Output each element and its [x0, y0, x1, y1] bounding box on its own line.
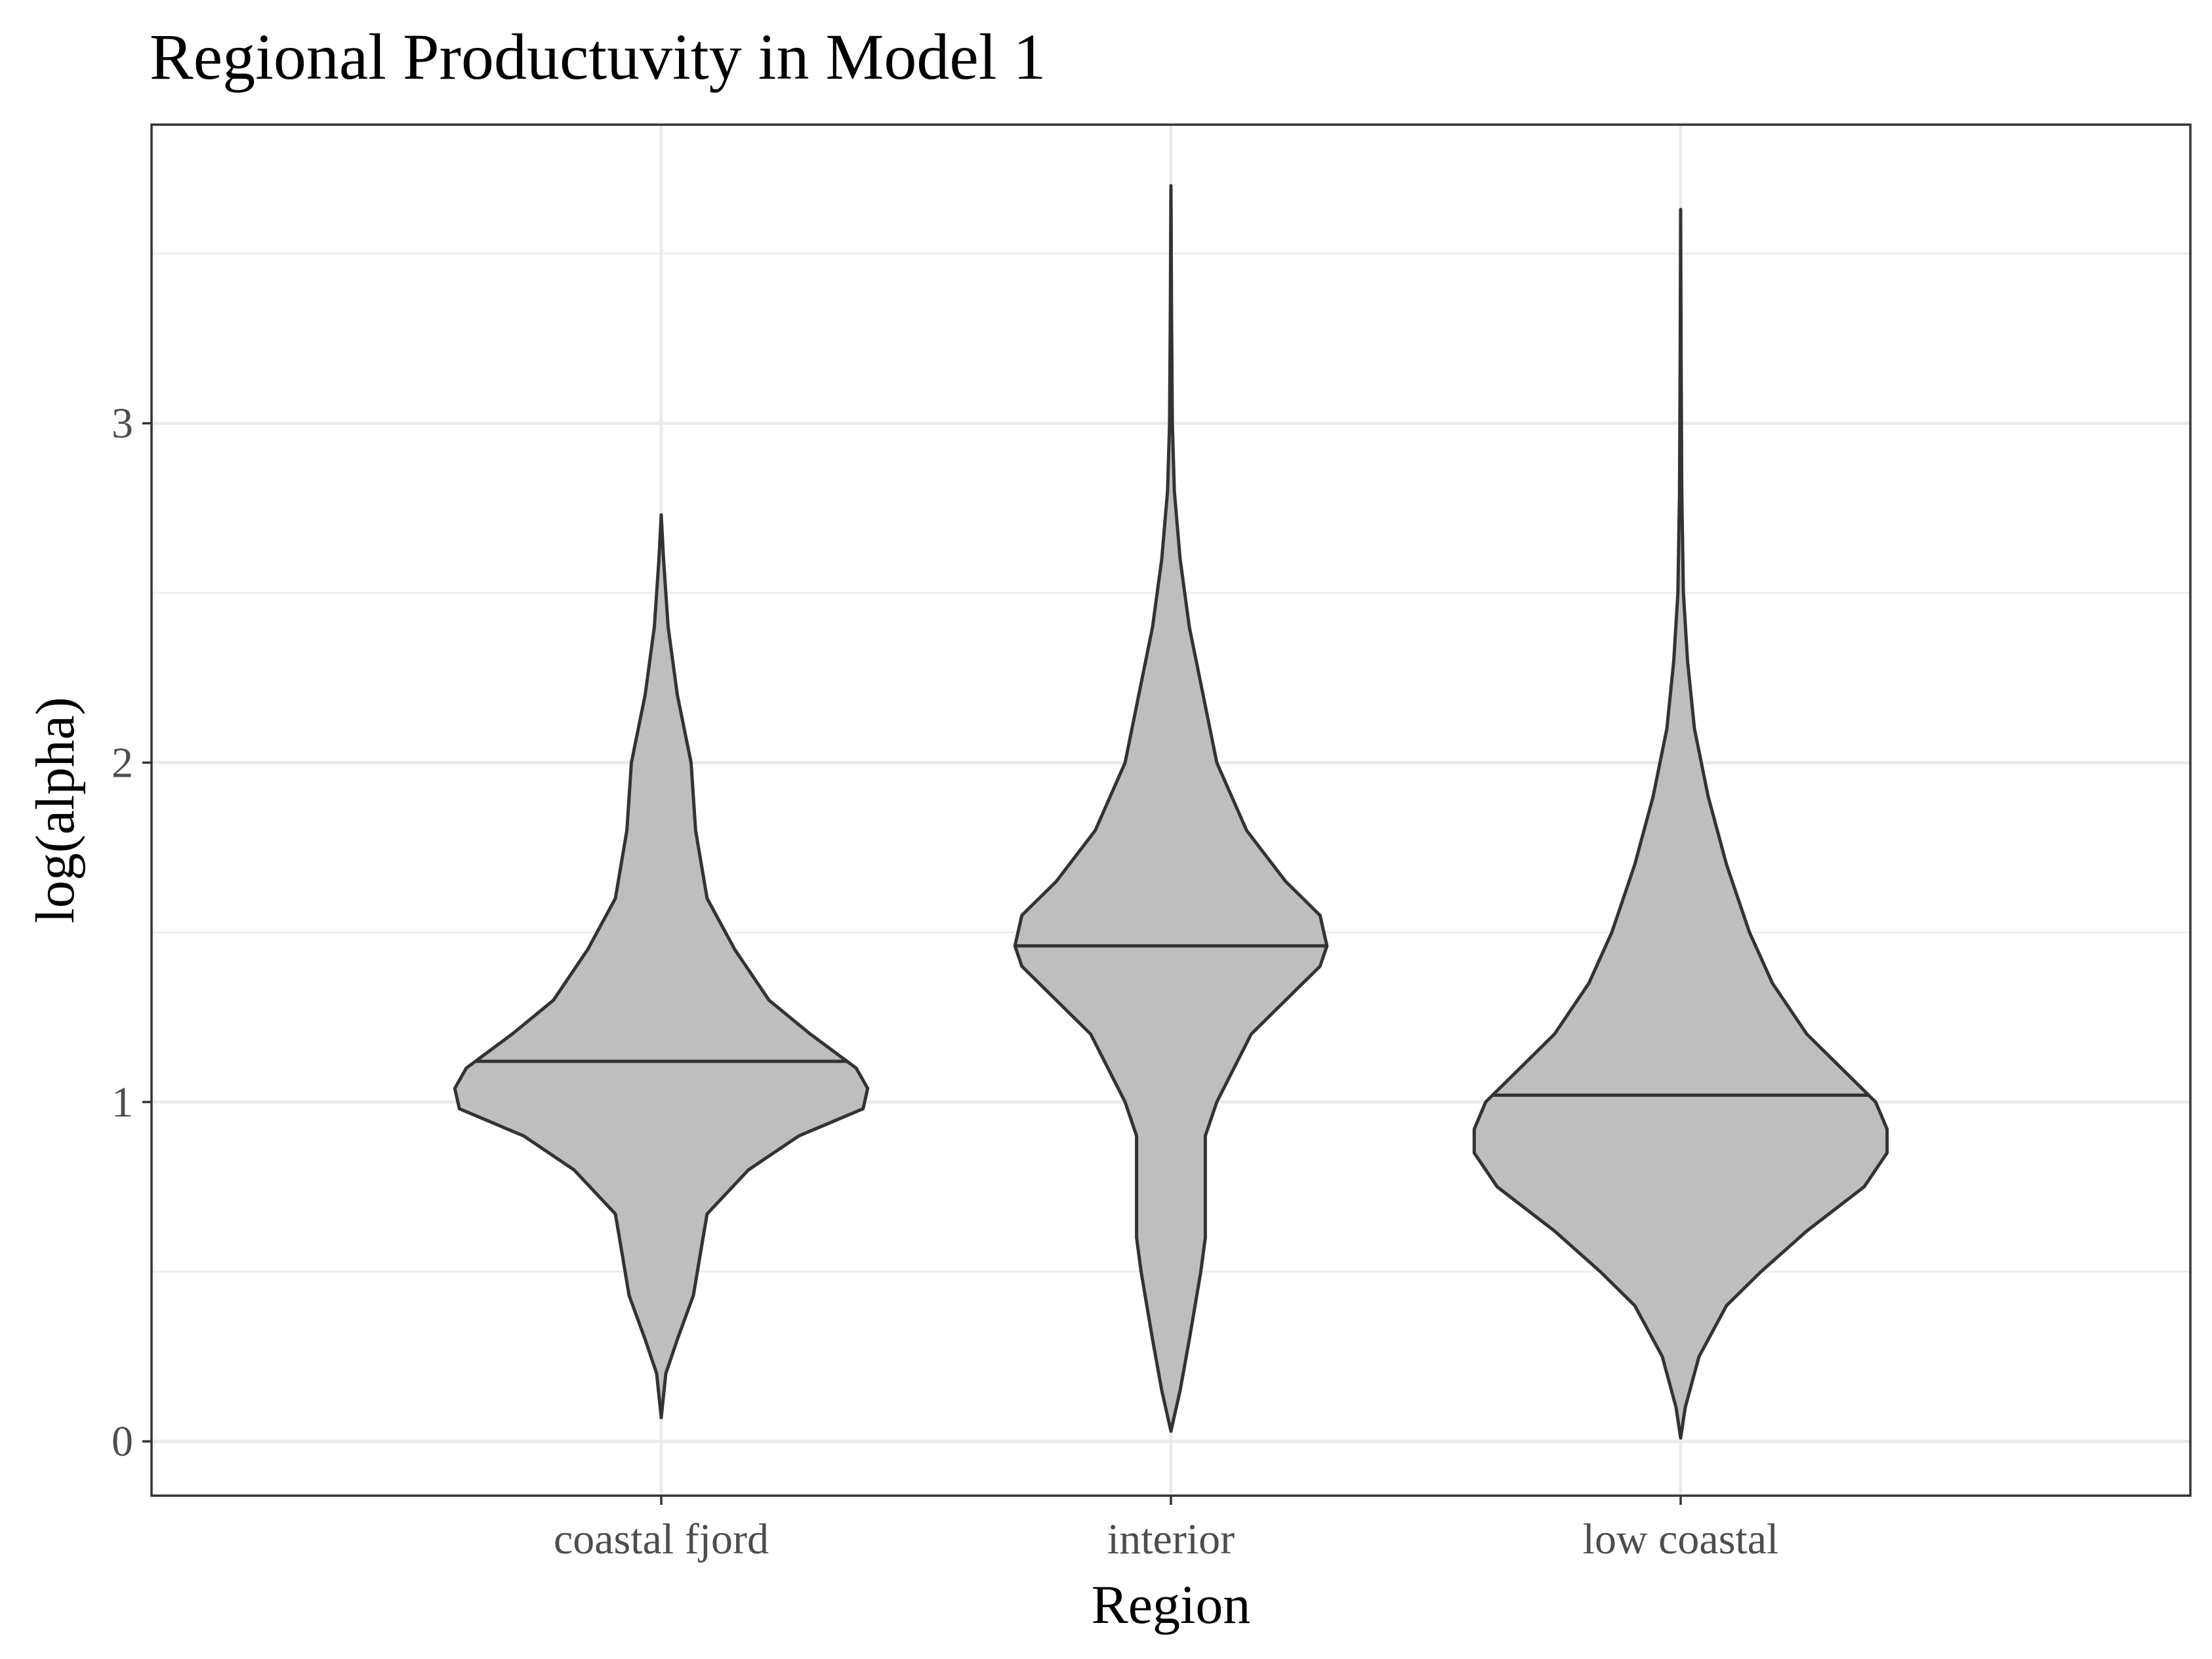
- y-tick-label: 3: [112, 399, 133, 447]
- chart-title: Regional Productuvity in Model 1: [150, 20, 1046, 93]
- x-tick-label: coastal fjord: [554, 1515, 769, 1563]
- x-axis-title: Region: [1092, 1574, 1251, 1635]
- violin-shape: [1472, 207, 1889, 1440]
- y-tick-label: 1: [112, 1078, 133, 1126]
- x-tick-label: low coastal: [1583, 1515, 1779, 1563]
- violin-shape: [1013, 184, 1329, 1433]
- violin-shape: [453, 513, 870, 1420]
- y-axis-title: log(alpha): [25, 697, 86, 923]
- violin-interior: [1013, 184, 1329, 1433]
- violin-coastal-fjord: [453, 513, 870, 1420]
- violins: [453, 184, 1889, 1440]
- x-tick-label: interior: [1107, 1515, 1235, 1563]
- axis-ticks: 0 1 2 3 coastal fjord interior low coastal: [112, 399, 1778, 1563]
- y-tick-label: 2: [112, 739, 133, 787]
- y-tick-label: 0: [112, 1418, 133, 1465]
- violin-low-coastal: [1472, 207, 1889, 1440]
